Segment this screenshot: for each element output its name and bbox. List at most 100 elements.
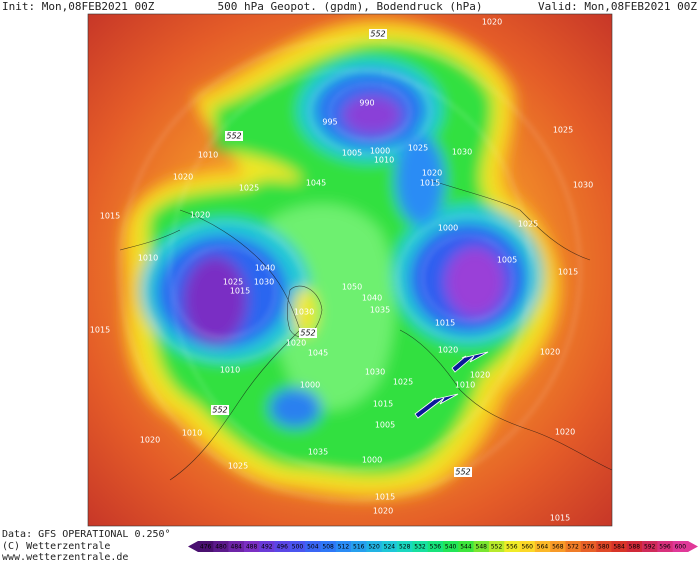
colorbar-label: 492 (261, 544, 273, 551)
colorbar-end (188, 541, 198, 552)
colorbar-swatch (642, 541, 658, 552)
colorbar-label: 532 (414, 544, 426, 551)
map-field (88, 14, 612, 526)
isobar-label: 1020 (140, 436, 160, 445)
colorbar-label: 516 (353, 544, 365, 551)
colorbar-label: 596 (659, 544, 671, 551)
isobar-label: 1010 (138, 254, 158, 263)
data-source: Data: GFS OPERATIONAL 0.250° (2, 529, 171, 540)
isobar-label: 1020 (373, 507, 393, 516)
isobar-label: 1020 (470, 371, 490, 380)
colorbar-swatch (213, 541, 229, 552)
colorbar: 476 480 484 488 492 496 500 504 508 512 516 520 524 5… (188, 541, 698, 552)
colorbar-swatch (289, 541, 306, 552)
isobar-label: 995 (322, 118, 337, 127)
isobars (119, 39, 581, 501)
colorbar-label: 536 (430, 544, 442, 551)
init-time: Init: Mon,08FEB2021 00Z (2, 0, 155, 13)
isobar-label: 1000 (362, 456, 382, 465)
colorbar-swatch (320, 541, 337, 552)
isobar-label: 1025 (228, 462, 248, 471)
colorbar-label: 512 (338, 544, 350, 551)
colorbar-label: 584 (613, 544, 625, 551)
colorbar-label: 576 (583, 544, 595, 551)
isobar-label: 1015 (373, 400, 393, 409)
isobar-label: 1015 (375, 493, 395, 502)
colorbar-swatch (565, 541, 582, 552)
colorbar-end (688, 541, 698, 552)
isobar-label: 1025 (518, 220, 538, 229)
colorbar-label: 480 (215, 544, 227, 551)
colorbar-label: 488 (246, 544, 258, 551)
wind-arrows (414, 351, 489, 419)
isobar-label: 1030 (573, 181, 593, 190)
colorbar-label: 524 (384, 544, 396, 551)
colorbar-swatch (427, 541, 444, 552)
isobar-label: 1035 (308, 448, 328, 457)
contour-label: 552 (300, 329, 315, 338)
colorbar-swatch (596, 541, 612, 552)
contour-label: 552 (455, 468, 470, 477)
contour-label-box (211, 405, 229, 415)
isobar-label: 1020 (190, 211, 210, 220)
contour-label-box (225, 131, 243, 141)
isobar-label: 1000 (438, 224, 458, 233)
contour-label-box (299, 328, 317, 338)
isobar-label: 1020 (422, 169, 442, 178)
colorbar-swatch (672, 541, 689, 552)
colorbar-swatch (243, 541, 260, 552)
colorbar-swatch (626, 541, 643, 552)
colorbar-swatch (550, 541, 566, 552)
isobar-label: 1020 (540, 348, 560, 357)
colorbar-swatch (443, 541, 459, 552)
isobar-label: 1040 (362, 294, 382, 303)
isobar-label: 1015 (90, 326, 110, 335)
colorbar-label: 572 (567, 544, 579, 551)
isobar-label: 1015 (550, 514, 570, 523)
colorbar-label: 508 (322, 544, 334, 551)
colorbar-label: 548 (476, 544, 488, 551)
contour-label: 552 (370, 30, 385, 39)
colorbar-swatch (198, 541, 214, 552)
colorbar-swatch (351, 541, 367, 552)
isobar-label: 1020 (438, 346, 458, 355)
colorbar-label: 504 (307, 544, 319, 551)
isobar-label: 1030 (254, 278, 274, 287)
website: www.wetterzentrale.de (2, 552, 128, 562)
contour-label: 552 (212, 406, 227, 415)
colorbar-label: 476 (200, 544, 212, 551)
colorbar-swatch (381, 541, 398, 552)
colorbar-label: 564 (537, 544, 549, 551)
isobar-label: 1025 (553, 126, 573, 135)
isobar-label: 1010 (198, 151, 218, 160)
map-title: 500 hPa Geopot. (gpdm), Bodendruck (hPa) (218, 0, 483, 13)
colorbar-swatch (488, 541, 505, 552)
colorbar-swatch (458, 541, 474, 552)
isobar-label: 1025 (223, 278, 243, 287)
colorbar-label: 496 (276, 544, 288, 551)
isobar-label: 1025 (239, 184, 259, 193)
colorbar-swatch (580, 541, 597, 552)
contour-label-box (454, 467, 472, 477)
colorbar-swatch (611, 541, 628, 552)
colorbar-swatch (519, 541, 536, 552)
isobar-label: 1030 (452, 148, 472, 157)
colorbar-label: 528 (399, 544, 411, 551)
colorbar-label: 592 (644, 544, 656, 551)
isobar-label: 1015 (420, 179, 440, 188)
isobar-label: 1010 (220, 366, 240, 375)
colorbar-swatch (473, 541, 490, 552)
contour-label: 552 (226, 132, 241, 141)
colorbar-swatch (228, 541, 245, 552)
isobar-label: 1035 (370, 306, 390, 315)
colorbar-label: 560 (521, 544, 533, 551)
isobar-label: 1010 (455, 381, 475, 390)
isobar-label: 1020 (555, 428, 575, 437)
isobar-label: 1005 (497, 256, 517, 265)
colorbar-swatch (274, 541, 291, 552)
colorbar-label: 500 (292, 544, 304, 551)
isobar-label: 1010 (182, 429, 202, 438)
